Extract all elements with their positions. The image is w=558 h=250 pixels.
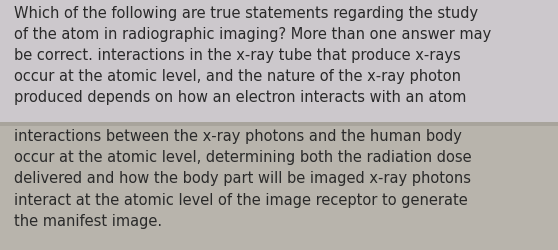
Bar [0,123,558,126]
Text: interactions between the x-ray photons and the human body
occur at the atomic le: interactions between the x-ray photons a… [14,128,472,228]
Bar [0,124,558,250]
Text: Which of the following are true statements regarding the study
of the atom in ra: Which of the following are true statemen… [14,6,491,105]
Bar [0,0,558,124]
